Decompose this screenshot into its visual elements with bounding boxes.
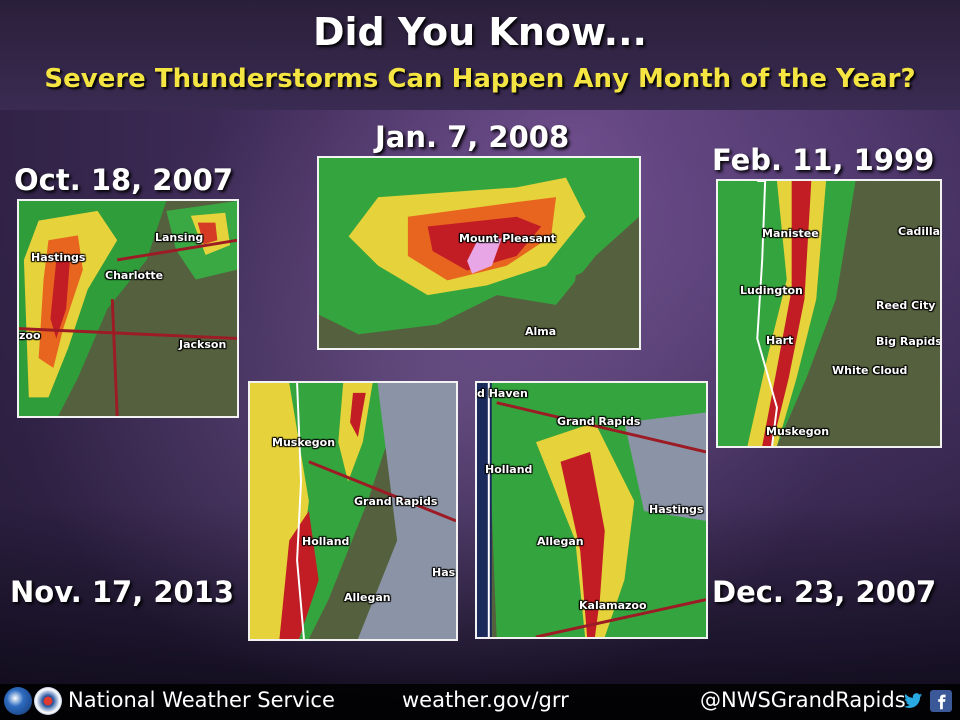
city-label: zoo — [19, 329, 41, 342]
city-label: Allegan — [537, 535, 584, 548]
footer-bar: National Weather Service weather.gov/grr… — [0, 684, 960, 720]
city-label: d Haven — [477, 387, 528, 400]
city-label: Muskegon — [272, 436, 336, 449]
radar-map-nov-2013: Muskegon Grand Rapids Holland Has Allega… — [248, 381, 458, 641]
city-label: Reed City — [876, 299, 936, 312]
city-label: Hart — [766, 334, 794, 347]
date-label-jan-2008: Jan. 7, 2008 — [375, 120, 570, 154]
city-label: Kalamazoo — [579, 599, 647, 612]
noaa-logo-icon — [4, 687, 32, 715]
page-title: Did You Know... — [312, 10, 647, 54]
radar-image-jan-2008 — [319, 158, 639, 348]
city-label: Big Rapids — [876, 335, 942, 348]
city-label: Muskegon — [766, 425, 830, 438]
radar-map-dec-2007: d Haven Grand Rapids Holland Hastings Al… — [475, 381, 708, 639]
agency-name: National Weather Service — [68, 688, 335, 712]
city-label: Cadillac — [898, 225, 942, 238]
city-label: Alma — [525, 325, 557, 338]
date-label-feb-1999: Feb. 11, 1999 — [712, 143, 935, 177]
facebook-f-glyph — [938, 694, 946, 710]
city-label: Mount Pleasant — [459, 232, 557, 245]
city-label: Hastings — [649, 503, 704, 516]
city-label: Grand Rapids — [557, 415, 641, 428]
header-banner: Did You Know... Severe Thunderstorms Can… — [0, 0, 960, 110]
city-label: Holland — [485, 463, 533, 476]
city-label: Grand Rapids — [354, 495, 438, 508]
city-label: Manistee — [762, 227, 819, 240]
city-label: Charlotte — [105, 269, 164, 282]
radar-image-dec-2007 — [477, 383, 706, 637]
social-handle[interactable]: @NWSGrandRapids — [700, 688, 906, 712]
radar-map-jan-2008: Mount Pleasant Alma — [317, 156, 641, 350]
city-label: Ludington — [740, 284, 803, 297]
radar-map-oct-2007: Lansing Hastings Charlotte zoo Jackson — [17, 199, 239, 418]
facebook-icon[interactable] — [930, 690, 952, 712]
page-subtitle: Severe Thunderstorms Can Happen Any Mont… — [44, 64, 916, 94]
city-label: White Cloud — [832, 364, 908, 377]
city-label: Jackson — [179, 338, 227, 351]
twitter-icon[interactable] — [902, 690, 924, 712]
radar-image-nov-2013 — [250, 383, 456, 639]
city-label: Holland — [302, 535, 350, 548]
date-label-oct-2007: Oct. 18, 2007 — [14, 163, 234, 197]
radar-map-feb-1999: Manistee Cadillac Ludington Reed City Ha… — [716, 179, 942, 448]
city-label: Hastings — [31, 251, 86, 264]
date-label-nov-2013: Nov. 17, 2013 — [10, 575, 235, 609]
city-label: Has — [432, 566, 456, 579]
radar-image-oct-2007 — [19, 201, 237, 416]
city-label: Allegan — [344, 591, 391, 604]
radar-image-feb-1999 — [718, 181, 940, 446]
nws-logo-icon — [34, 687, 62, 715]
date-label-dec-2007: Dec. 23, 2007 — [712, 575, 937, 609]
city-label: Lansing — [155, 231, 204, 244]
website-link[interactable]: weather.gov/grr — [402, 688, 569, 712]
